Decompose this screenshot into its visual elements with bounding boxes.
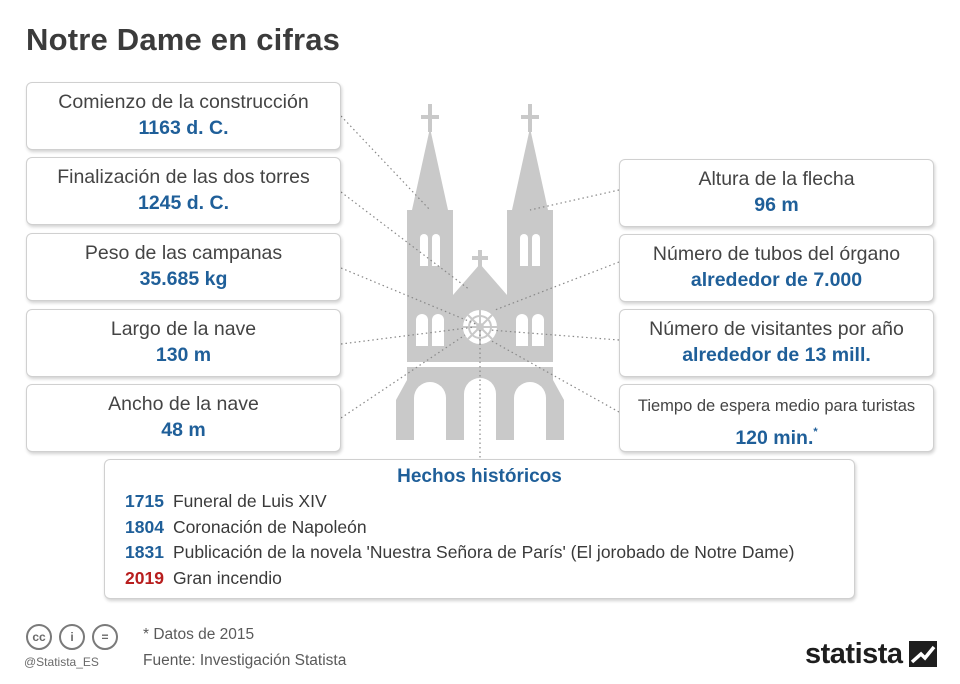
social-handle[interactable]: @Statista_ES [24, 655, 99, 669]
stat-label: Finalización de las dos torres [57, 166, 310, 188]
history-text: Publicación de la novela 'Nuestra Señora… [172, 542, 795, 562]
stat-value: 120 min.* [735, 426, 818, 449]
by-icon: i [59, 624, 85, 650]
stat-box-nave-length: Largo de la nave 130 m [26, 309, 341, 377]
stat-box-wait-time: Tiempo de espera medio para turistas 120… [619, 384, 934, 452]
stat-value: 96 m [754, 194, 799, 216]
footnote: * Datos de 2015 [143, 626, 255, 643]
stat-value: 130 m [155, 344, 212, 366]
stat-label: Peso de las campanas [84, 242, 283, 264]
stat-box-visitors-per-year: Número de visitantes por año alrededor d… [619, 309, 934, 377]
stat-box-construction-start: Comienzo de la construcción 1163 d. C. [26, 82, 341, 150]
stat-box-bell-weight: Peso de las campanas 35.685 kg [26, 233, 341, 301]
stat-value: 1245 d. C. [137, 192, 230, 214]
stat-label: Largo de la nave [110, 318, 257, 340]
stat-label: Número de visitantes por año [649, 318, 904, 340]
stat-value: alrededor de 13 mill. [682, 344, 871, 366]
stat-value: 35.685 kg [139, 268, 228, 290]
history-event: 1831 Publicación de la novela 'Nuestra Se… [125, 540, 854, 566]
stat-label: Tiempo de espera medio para turistas [637, 397, 916, 415]
page-title: Notre Dame en cifras [26, 22, 341, 57]
stat-value: 48 m [161, 419, 206, 441]
stat-label: Número de tubos del órgano [652, 243, 901, 265]
stat-value: 1163 d. C. [138, 117, 229, 139]
statista-logo[interactable]: statista [805, 637, 937, 671]
stat-label: Ancho de la nave [108, 393, 259, 415]
history-year: 1715 [125, 491, 164, 511]
stat-box-nave-width: Ancho de la nave 48 m [26, 384, 341, 452]
stat-box-organ-pipes: Número de tubos del órgano alrededor de … [619, 234, 934, 302]
footnote-mark: * [813, 426, 818, 438]
history-text: Coronación de Napoleón [172, 516, 367, 537]
stat-value: alrededor de 7.000 [690, 269, 863, 291]
stat-box-towers-completion: Finalización de las dos torres 1245 d. C… [26, 157, 341, 225]
history-title: Hechos históricos [397, 466, 562, 487]
history-text: Funeral de Luis XIV [172, 491, 327, 511]
source-note: Fuente: Investigación Statista [143, 652, 347, 669]
history-text: Gran incendio [172, 567, 282, 588]
statista-logo-icon [908, 641, 937, 667]
history-event: 1804 Coronación de Napoleón [125, 515, 854, 541]
history-event: 1715 Funeral de Luis XIV [125, 489, 854, 515]
history-event: 2019 Gran incendio [125, 566, 854, 592]
history-year: 1831 [125, 542, 164, 562]
stat-label: Altura de la flecha [698, 168, 855, 190]
history-year: 2019 [125, 567, 164, 588]
stat-label: Comienzo de la construcción [58, 91, 309, 113]
nd-icon: = [92, 624, 118, 650]
history-year: 1804 [125, 516, 164, 537]
cc-icon: cc [26, 624, 52, 650]
stat-box-spire-height: Altura de la flecha 96 m [619, 159, 934, 227]
brand-name: statista [805, 637, 903, 670]
history-box: Hechos históricos 1715 Funeral de Luis XI… [104, 459, 855, 599]
